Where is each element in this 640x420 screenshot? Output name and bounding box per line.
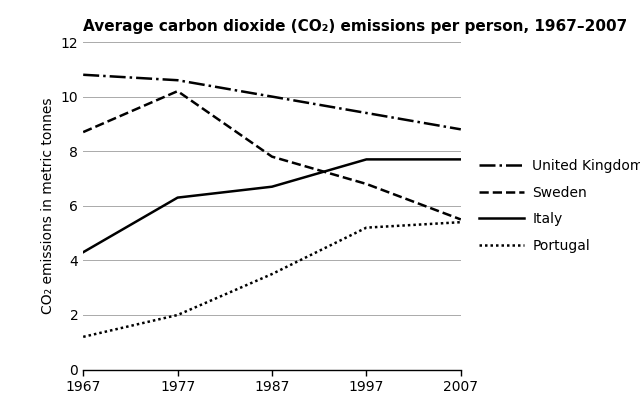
- Portugal: [79, 334, 87, 339]
- United Kingdom: [79, 72, 87, 77]
- Sweden: [79, 129, 87, 134]
- United Kingdom: [268, 94, 276, 99]
- Portugal: [268, 271, 276, 276]
- Italy: [173, 195, 181, 200]
- Sweden: [173, 89, 181, 94]
- Portugal: [457, 220, 465, 225]
- Legend: United Kingdom, Sweden, Italy, Portugal: United Kingdom, Sweden, Italy, Portugal: [476, 155, 640, 257]
- Sweden: [363, 181, 371, 186]
- Italy: [457, 157, 465, 162]
- Portugal: [363, 225, 371, 230]
- Y-axis label: CO₂ emissions in metric tonnes: CO₂ emissions in metric tonnes: [41, 97, 55, 314]
- Line: Sweden: Sweden: [83, 91, 461, 219]
- Portugal: [173, 312, 181, 318]
- Text: Average carbon dioxide (CO₂) emissions per person, 1967–2007: Average carbon dioxide (CO₂) emissions p…: [83, 19, 627, 34]
- United Kingdom: [173, 78, 181, 83]
- Italy: [79, 249, 87, 255]
- Sweden: [457, 217, 465, 222]
- Line: United Kingdom: United Kingdom: [83, 75, 461, 129]
- United Kingdom: [457, 127, 465, 132]
- Line: Portugal: Portugal: [83, 222, 461, 337]
- Sweden: [268, 154, 276, 159]
- Italy: [363, 157, 371, 162]
- United Kingdom: [363, 110, 371, 116]
- Line: Italy: Italy: [83, 159, 461, 252]
- Italy: [268, 184, 276, 189]
